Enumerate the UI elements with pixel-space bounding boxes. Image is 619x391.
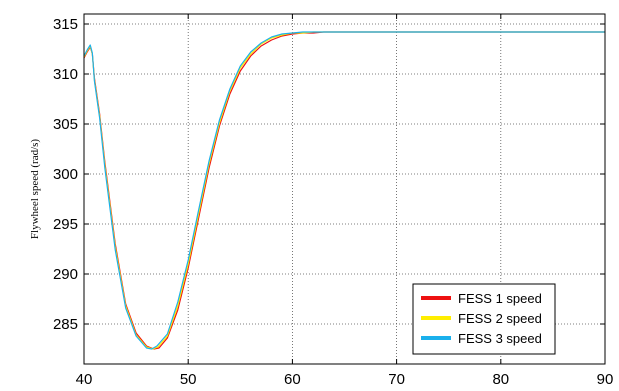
- y-tick-label: 310: [53, 66, 78, 83]
- legend-label-2: FESS 2 speed: [458, 311, 542, 326]
- series-lines: [83, 31, 605, 350]
- x-tick-label: 40: [76, 371, 93, 388]
- x-tick-label: 70: [388, 371, 405, 388]
- plot-frame: [83, 13, 606, 365]
- y-tick-label: 315: [53, 16, 78, 33]
- y-tick-label: 305: [53, 116, 78, 133]
- y-axis-label: Flywheel speed (rad/s): [29, 139, 41, 240]
- axis-ticks: 40 50 60 70 80 90 285 290 295 300 305 310 315: [53, 14, 613, 388]
- legend-label-3: FESS 3 speed: [458, 331, 542, 346]
- x-tick-label: 90: [597, 371, 614, 388]
- y-tick-label: 295: [53, 216, 78, 233]
- x-tick-label: 60: [284, 371, 301, 388]
- x-tick-label: 80: [492, 371, 509, 388]
- legend-label-1: FESS 1 speed: [458, 291, 542, 306]
- legend: FESS 1 speed FESS 2 speed FESS 3 speed: [412, 283, 556, 355]
- y-tick-label: 300: [53, 166, 78, 183]
- series-line-3: [83, 31, 605, 350]
- x-tick-label: 50: [180, 371, 197, 388]
- y-tick-label: 285: [53, 316, 78, 333]
- y-tick-label: 290: [53, 266, 78, 283]
